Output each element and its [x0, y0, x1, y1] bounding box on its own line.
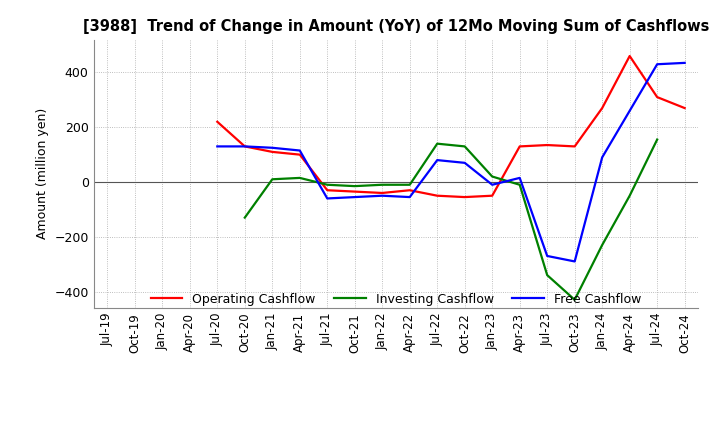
Investing Cashflow: [378, 182, 387, 187]
Free Cashflow: [516, 175, 524, 180]
Operating Cashflow: [460, 194, 469, 200]
Investing Cashflow: [433, 141, 441, 147]
Investing Cashflow: [516, 182, 524, 187]
Operating Cashflow: [543, 143, 552, 148]
Operating Cashflow: [653, 95, 662, 100]
Investing Cashflow: [268, 176, 276, 182]
Investing Cashflow: [460, 144, 469, 149]
Operating Cashflow: [488, 193, 497, 198]
Free Cashflow: [268, 145, 276, 150]
Line: Operating Cashflow: Operating Cashflow: [217, 56, 685, 197]
Investing Cashflow: [653, 137, 662, 142]
Free Cashflow: [323, 196, 332, 201]
Investing Cashflow: [323, 182, 332, 187]
Investing Cashflow: [598, 242, 606, 248]
Free Cashflow: [570, 259, 579, 264]
Operating Cashflow: [378, 191, 387, 196]
Free Cashflow: [433, 158, 441, 163]
Investing Cashflow: [570, 297, 579, 302]
Free Cashflow: [240, 144, 249, 149]
Y-axis label: Amount (million yen): Amount (million yen): [36, 108, 49, 239]
Operating Cashflow: [295, 152, 304, 157]
Operating Cashflow: [433, 193, 441, 198]
Free Cashflow: [460, 160, 469, 165]
Operating Cashflow: [570, 144, 579, 149]
Free Cashflow: [213, 144, 222, 149]
Operating Cashflow: [351, 189, 359, 194]
Operating Cashflow: [323, 187, 332, 193]
Operating Cashflow: [626, 53, 634, 59]
Operating Cashflow: [516, 144, 524, 149]
Free Cashflow: [598, 155, 606, 160]
Free Cashflow: [653, 62, 662, 67]
Free Cashflow: [378, 193, 387, 198]
Operating Cashflow: [213, 119, 222, 125]
Investing Cashflow: [405, 182, 414, 187]
Line: Free Cashflow: Free Cashflow: [217, 63, 685, 261]
Investing Cashflow: [543, 272, 552, 278]
Operating Cashflow: [598, 106, 606, 111]
Investing Cashflow: [295, 175, 304, 180]
Title: [3988]  Trend of Change in Amount (YoY) of 12Mo Moving Sum of Cashflows: [3988] Trend of Change in Amount (YoY) o…: [83, 19, 709, 34]
Free Cashflow: [543, 253, 552, 259]
Free Cashflow: [295, 148, 304, 153]
Free Cashflow: [351, 194, 359, 200]
Investing Cashflow: [488, 174, 497, 179]
Operating Cashflow: [240, 144, 249, 149]
Investing Cashflow: [351, 183, 359, 189]
Line: Investing Cashflow: Investing Cashflow: [245, 139, 657, 300]
Investing Cashflow: [626, 193, 634, 198]
Free Cashflow: [626, 108, 634, 114]
Operating Cashflow: [405, 187, 414, 193]
Operating Cashflow: [268, 149, 276, 154]
Legend: Operating Cashflow, Investing Cashflow, Free Cashflow: Operating Cashflow, Investing Cashflow, …: [146, 288, 646, 311]
Investing Cashflow: [240, 215, 249, 220]
Free Cashflow: [680, 60, 689, 66]
Operating Cashflow: [680, 106, 689, 111]
Free Cashflow: [405, 194, 414, 200]
Free Cashflow: [488, 182, 497, 187]
